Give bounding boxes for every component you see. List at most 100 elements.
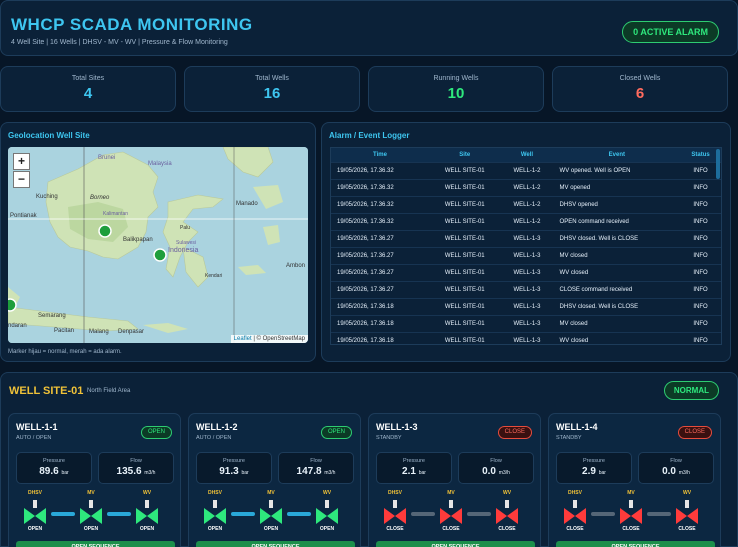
valve-icon[interactable] xyxy=(439,500,463,524)
table-row[interactable]: 19/05/2026, 17.36.32 WELL SITE-01 WELL-1-2… xyxy=(331,212,721,230)
table-row[interactable]: 19/05/2026, 17.36.27 WELL SITE-01 WELL-1-3… xyxy=(331,229,721,247)
map-label-indonesia: Indonesia xyxy=(168,247,198,254)
cell-status: INFO xyxy=(680,178,721,196)
pressure-meter: Pressure 91.3 bar xyxy=(196,452,272,484)
cell-well: WELL-1-3 xyxy=(500,280,554,298)
well-card[interactable]: WELL-1-2 AUTO / OPEN OPEN Pressure 91.3 ba… xyxy=(188,413,361,547)
well-name: WELL-1-1 xyxy=(16,422,58,432)
pressure-value: 2.1 xyxy=(402,466,416,477)
cell-site: WELL SITE-01 xyxy=(429,229,501,247)
table-row[interactable]: 19/05/2026, 17.36.18 WELL SITE-01 WELL-1-3… xyxy=(331,297,721,315)
valve-state: OPEN xyxy=(83,526,99,532)
open-sequence-button[interactable]: OPEN SEQUENCE xyxy=(556,541,715,547)
valve-label: WV xyxy=(682,490,692,496)
cell-site: WELL SITE-01 xyxy=(429,314,501,332)
table-row[interactable]: 19/05/2026, 17.36.32 WELL SITE-01 WELL-1-2… xyxy=(331,195,721,213)
cell-site: WELL SITE-01 xyxy=(429,161,501,179)
pressure-meter: Pressure 89.6 bar xyxy=(16,452,92,484)
table-row[interactable]: 19/05/2026, 17.36.32 WELL SITE-01 WELL-1-2… xyxy=(331,178,721,196)
alarm-panel-title: Alarm / Event Logger xyxy=(329,131,410,140)
cell-well: WELL-1-3 xyxy=(500,314,554,332)
table-row[interactable]: 19/05/2026, 17.36.32 WELL SITE-01 WELL-1-2… xyxy=(331,161,721,179)
zoom-out-button[interactable]: − xyxy=(13,171,30,188)
well-mode: STANDBY xyxy=(376,435,402,441)
cell-time: 19/05/2026, 17.36.27 xyxy=(331,263,429,281)
pressure-unit: bar xyxy=(418,470,426,476)
open-sequence-button[interactable]: OPEN SEQUENCE xyxy=(16,541,175,547)
cell-time: 19/05/2026, 17.36.27 xyxy=(331,280,429,298)
well-site-map[interactable]: Kuching Brunei Malaysia Borneo Pontianak… xyxy=(8,147,308,343)
valve-icon[interactable] xyxy=(79,500,103,524)
flow-meter: Flow 147.8 m3/h xyxy=(278,452,354,484)
cell-event: WV opened. Well is OPEN xyxy=(553,161,681,179)
valve-label: DHSV xyxy=(28,490,42,496)
valve-label: MV xyxy=(447,490,455,496)
pressure-meter: Pressure 2.1 bar xyxy=(376,452,452,484)
well-card[interactable]: WELL-1-3 STANDBY CLOSE Pressure 2.1 bar Fl… xyxy=(368,413,541,547)
event-log-table[interactable]: Time Site Well Event Status 19/05/2026, … xyxy=(330,147,722,345)
valve-icon[interactable] xyxy=(135,500,159,524)
table-row[interactable]: 19/05/2026, 17.36.27 WELL SITE-01 WELL-1-3… xyxy=(331,280,721,298)
stat-label: Total Sites xyxy=(71,75,105,82)
valve-label: WV xyxy=(142,490,152,496)
well-site-marker[interactable] xyxy=(153,248,167,262)
map-label-ambon: Ambon xyxy=(286,263,305,269)
valve-icon[interactable] xyxy=(203,500,227,524)
column-header-event: Event xyxy=(553,148,681,162)
table-row[interactable]: 19/05/2026, 17.36.27 WELL SITE-01 WELL-1-3… xyxy=(331,263,721,281)
valve-icon[interactable] xyxy=(315,500,339,524)
valve-icon[interactable] xyxy=(675,500,699,524)
cell-status: INFO xyxy=(680,195,721,213)
cell-site: WELL SITE-01 xyxy=(429,212,501,230)
zoom-in-button[interactable]: + xyxy=(13,153,30,170)
log-scrollbar[interactable] xyxy=(716,149,720,179)
valve-icon[interactable] xyxy=(259,500,283,524)
valve-icon[interactable] xyxy=(23,500,47,524)
valve-state: OPEN xyxy=(319,526,335,532)
flow-meter: Flow 0.0 m3/h xyxy=(458,452,534,484)
cell-event: DHSV closed. Well is CLOSE xyxy=(553,229,681,247)
cell-time: 19/05/2026, 17.36.18 xyxy=(331,297,429,315)
cell-time: 19/05/2026, 17.36.27 xyxy=(331,246,429,264)
well-name: WELL-1-2 xyxy=(196,422,238,432)
well-site-marker[interactable] xyxy=(8,298,17,312)
cell-site: WELL SITE-01 xyxy=(429,331,501,344)
valve-icon[interactable] xyxy=(563,500,587,524)
pressure-value: 89.6 xyxy=(39,466,59,477)
open-sequence-button[interactable]: OPEN SEQUENCE xyxy=(196,541,355,547)
table-row[interactable]: 19/05/2026, 17.36.18 WELL SITE-01 WELL-1-3… xyxy=(331,331,721,344)
cell-event: MV closed xyxy=(553,246,681,264)
osm-attribution[interactable]: | © OpenStreetMap xyxy=(253,336,305,342)
cell-site: WELL SITE-01 xyxy=(429,263,501,281)
valve-icon[interactable] xyxy=(495,500,519,524)
cell-time: 19/05/2026, 17.36.18 xyxy=(331,331,429,344)
pressure-meter: Pressure 2.9 bar xyxy=(556,452,632,484)
valve-label: MV xyxy=(87,490,95,496)
open-sequence-button[interactable]: OPEN SEQUENCE xyxy=(376,541,535,547)
active-alarm-badge[interactable]: 0 ACTIVE ALARM xyxy=(622,21,719,43)
cell-status: INFO xyxy=(680,314,721,332)
site-status-badge: NORMAL xyxy=(663,381,719,400)
flow-meter: Flow 0.0 m3/h xyxy=(638,452,714,484)
stat-running-wells: Running Wells 10 xyxy=(368,66,544,112)
map-label-malang: Malang xyxy=(89,329,109,335)
flow-value: 0.0 xyxy=(662,466,676,477)
valve-label: WV xyxy=(322,490,332,496)
table-row[interactable]: 19/05/2026, 17.36.18 WELL SITE-01 WELL-1-3… xyxy=(331,314,721,332)
well-name: WELL-1-3 xyxy=(376,422,418,432)
map-tiles[interactable]: Kuching Brunei Malaysia Borneo Pontianak… xyxy=(8,147,308,343)
leaflet-link[interactable]: Leaflet xyxy=(233,336,252,342)
well-card[interactable]: WELL-1-1 AUTO / OPEN OPEN Pressure 89.6 ba… xyxy=(8,413,181,547)
cell-well: WELL-1-2 xyxy=(500,212,554,230)
stat-label: Total Wells xyxy=(255,75,289,82)
valve-state: CLOSE xyxy=(442,526,460,532)
column-header-status: Status xyxy=(680,148,721,162)
table-row[interactable]: 19/05/2026, 17.36.27 WELL SITE-01 WELL-1-3… xyxy=(331,246,721,264)
cell-event: MV closed xyxy=(553,314,681,332)
well-site-marker[interactable] xyxy=(98,224,112,238)
valve-icon[interactable] xyxy=(383,500,407,524)
valve-state: OPEN xyxy=(263,526,279,532)
cell-site: WELL SITE-01 xyxy=(429,280,501,298)
valve-icon[interactable] xyxy=(619,500,643,524)
well-card[interactable]: WELL-1-4 STANDBY CLOSE Pressure 2.9 bar Fl… xyxy=(548,413,721,547)
